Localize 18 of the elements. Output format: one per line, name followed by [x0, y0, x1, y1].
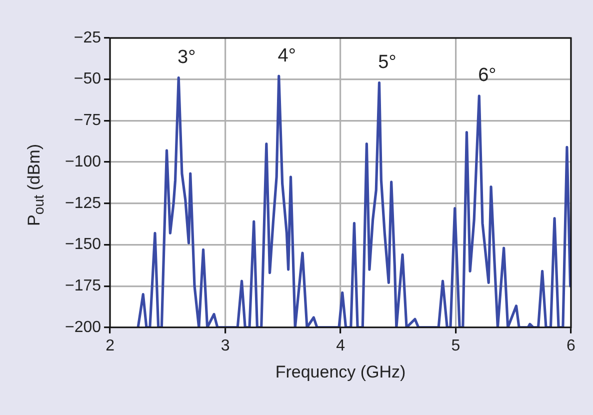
y-tick-label: −200 [64, 318, 102, 336]
x-tick-label: 3 [220, 337, 230, 354]
y-tick-label: −100 [64, 153, 102, 170]
y-tick-label: −150 [64, 236, 102, 254]
x-tick-label: 6 [566, 337, 576, 354]
annotation: 5° [378, 52, 396, 73]
x-tick-label: 4 [336, 337, 346, 354]
x-tick-label: 2 [106, 337, 115, 354]
y-tick-label: −125 [64, 194, 102, 212]
y-tick-label: −50 [74, 70, 102, 88]
x-axis-title: Frequency (GHz) [275, 362, 406, 382]
y-tick-label: −175 [64, 277, 102, 294]
y-tick-label: −25 [74, 29, 102, 46]
annotation: 6° [478, 65, 496, 86]
y-tick-label: −75 [74, 112, 102, 130]
annotation: 3° [178, 46, 196, 68]
x-tick-label: 5 [451, 337, 460, 354]
annotation: 4° [278, 45, 296, 66]
